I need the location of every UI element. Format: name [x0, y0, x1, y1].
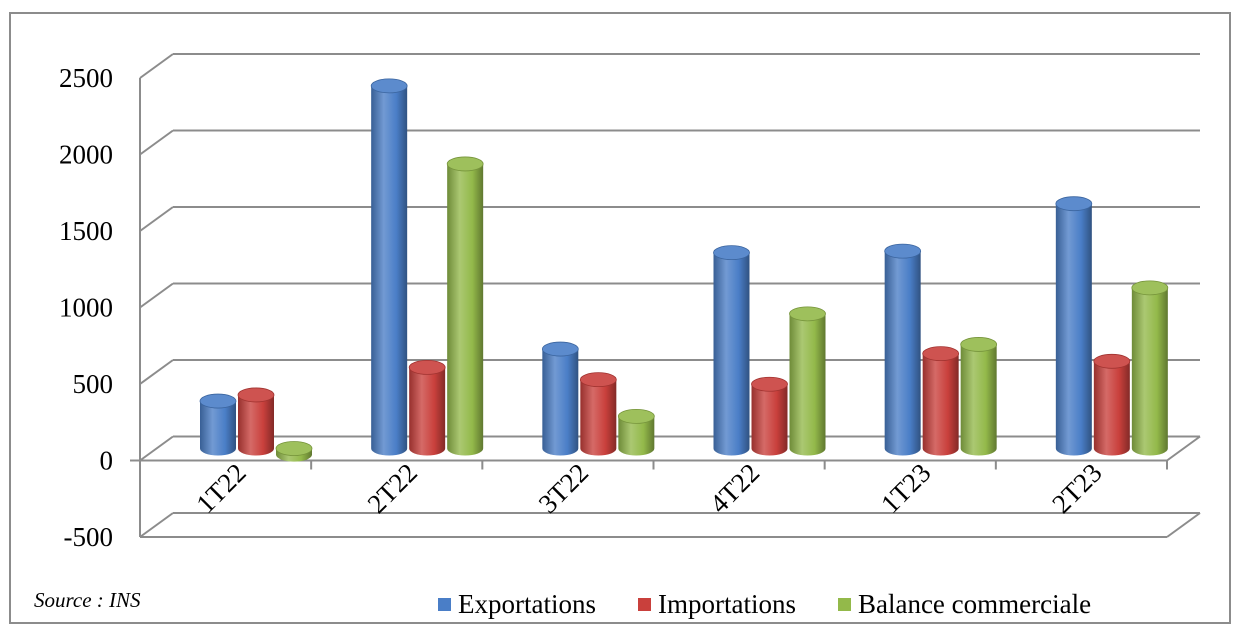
- bar: [713, 245, 750, 456]
- x-tick-label: 2T22: [361, 458, 423, 520]
- zero-baseline-depth: [1166, 435, 1201, 462]
- y-tick-label: 500: [73, 369, 114, 399]
- x-tick-label: 4T22: [704, 458, 766, 520]
- bar: [408, 360, 446, 456]
- bars-layer: [199, 78, 1169, 462]
- bar: [1093, 353, 1131, 456]
- bar: [617, 408, 655, 456]
- chart-frame: [9, 12, 1231, 624]
- bar: [789, 306, 826, 456]
- legend-label-exportations: Exportations: [458, 589, 596, 619]
- y-tick-label: 2000: [59, 140, 113, 170]
- bar: [751, 376, 788, 456]
- legend-item-importations: Importations: [637, 589, 796, 620]
- bar: [960, 337, 998, 456]
- x-tick-label: 1T23: [875, 458, 937, 520]
- source-note: Source : INS: [34, 588, 141, 612]
- bar: [884, 243, 922, 456]
- gridline: [139, 206, 1200, 232]
- bar: [922, 346, 960, 456]
- bar: [275, 441, 313, 462]
- y-tick-label: 1500: [59, 216, 113, 246]
- x-tick-labels: 1T22 2T22 3T22 4T22 1T23 2T23: [190, 458, 1107, 520]
- bar: [541, 341, 579, 456]
- y-tick-label: 2500: [59, 63, 113, 93]
- legend-swatch-importations: [637, 598, 651, 611]
- legend-swatch-balance-commerciale: [837, 598, 851, 611]
- gridline: [139, 282, 1200, 309]
- y-tick-label: 1000: [59, 293, 113, 323]
- legend-item-balance-commerciale: Balance commerciale: [837, 589, 1092, 620]
- chart-legend: Exportations Importations Balance commer…: [438, 589, 1091, 620]
- legend-label-importations: Importations: [657, 589, 796, 619]
- grid-layer: [130, 53, 1201, 538]
- gridline: [139, 129, 1200, 156]
- y-tick-labels: -500 0 500 1000 1500 2000 2500: [59, 63, 113, 552]
- legend-item-exportations: Exportations: [438, 589, 596, 620]
- gridline: [139, 53, 1200, 79]
- x-tick-label: 1T22: [190, 458, 252, 520]
- bar: [1131, 280, 1169, 456]
- gridline: [139, 512, 1200, 538]
- bar: [237, 387, 275, 456]
- y-tick-label: -500: [64, 522, 114, 552]
- x-tick-label: 2T23: [1046, 458, 1108, 520]
- bar: [446, 156, 484, 456]
- bar: [579, 372, 617, 456]
- legend-swatch-exportations: [438, 598, 451, 611]
- bar: [1055, 196, 1093, 456]
- floor-right-edge: [1166, 512, 1201, 538]
- x-tick-label: 3T22: [533, 458, 595, 520]
- bar: [199, 393, 237, 456]
- y-tick-label: 0: [100, 446, 114, 476]
- gridline: [139, 359, 1200, 385]
- legend-label-balance-commerciale: Balance commerciale: [857, 589, 1092, 619]
- bar: [370, 78, 408, 456]
- gridline: [139, 435, 1200, 462]
